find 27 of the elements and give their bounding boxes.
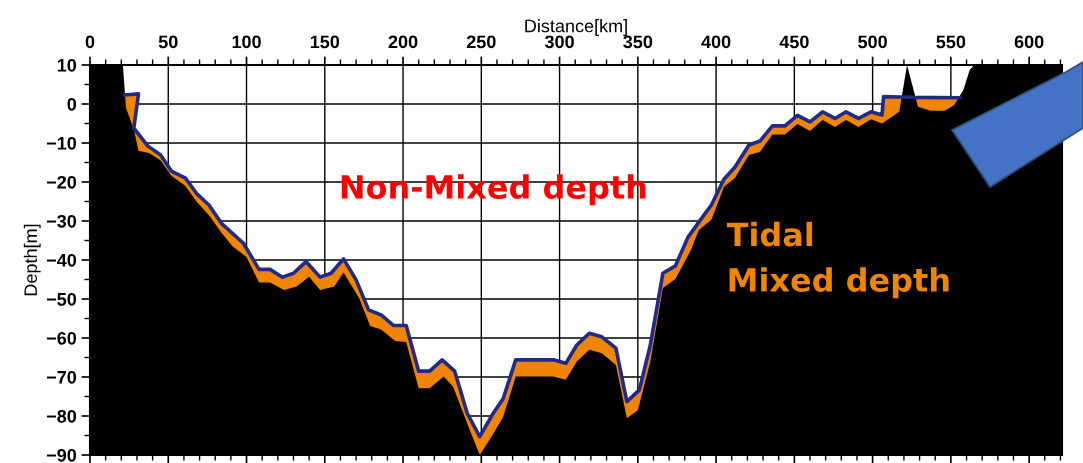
x-tick-label: 550 bbox=[936, 35, 966, 49]
x-tick-label: 450 bbox=[779, 35, 809, 49]
y-tick-label: −20 bbox=[46, 175, 77, 189]
x-tick-label: 350 bbox=[623, 35, 653, 49]
y-tick-label: −60 bbox=[46, 331, 77, 345]
annotation: Tidal Mixed depth bbox=[726, 221, 949, 299]
y-tick-label: −80 bbox=[46, 409, 77, 423]
y-tick-label: −10 bbox=[46, 136, 77, 150]
x-tick-label: 50 bbox=[158, 35, 178, 49]
y-tick-label: −50 bbox=[46, 292, 77, 306]
x-tick-label: 300 bbox=[544, 35, 574, 49]
x-tick-label: 150 bbox=[310, 35, 340, 49]
y-tick-label: 0 bbox=[67, 97, 77, 111]
y-tick-label: −70 bbox=[46, 370, 77, 384]
y-tick-label: 10 bbox=[57, 58, 77, 72]
x-tick-label: 600 bbox=[1014, 35, 1044, 49]
x-axis-title: Distance[km] bbox=[525, 19, 627, 36]
x-tick-label: 200 bbox=[388, 35, 418, 49]
y-tick-label: −40 bbox=[46, 253, 77, 267]
y-axis-title: Depth[m] bbox=[23, 224, 41, 296]
x-tick-label: 0 bbox=[85, 35, 95, 49]
y-tick-label: −90 bbox=[46, 448, 77, 462]
x-tick-label: 500 bbox=[858, 35, 887, 49]
y-tick-label: −30 bbox=[46, 214, 77, 228]
x-tick-label: 400 bbox=[701, 35, 731, 49]
x-tick-label: 250 bbox=[466, 35, 496, 49]
x-tick-label: 100 bbox=[232, 35, 261, 49]
